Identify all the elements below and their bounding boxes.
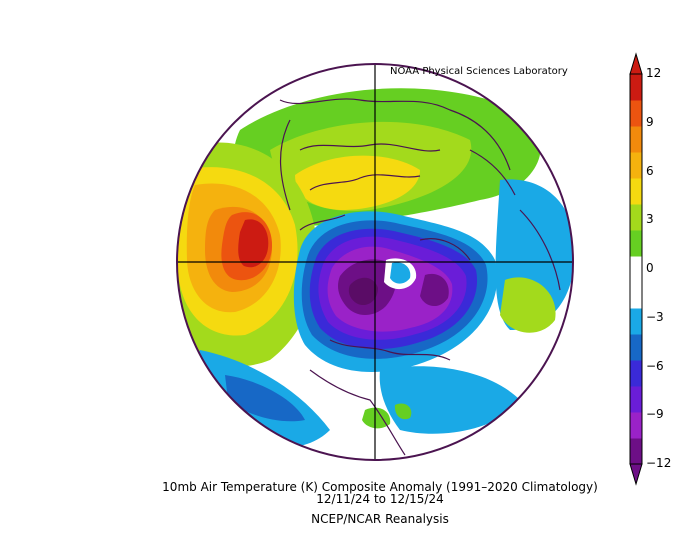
- colorbar-label: −12: [646, 456, 672, 470]
- colorbar-segment: [630, 152, 642, 179]
- colorbar-label: −3: [646, 309, 664, 324]
- colorbar-segment: [630, 334, 642, 361]
- colorbar-segment: [630, 360, 642, 387]
- colorbar-segment: [630, 230, 642, 257]
- colorbar-label: 12: [646, 66, 662, 80]
- colorbar-segment: [630, 74, 642, 101]
- colorbar-label: −9: [646, 407, 664, 422]
- map-title: 10mb Air Temperature (K) Composite Anoma…: [162, 480, 598, 494]
- colorbar-segment: [630, 438, 642, 465]
- source-text: NCEP/NCAR Reanalysis: [311, 512, 449, 526]
- colorbar-segment: [630, 256, 642, 283]
- colorbar-segment: [630, 126, 642, 153]
- colorbar-top-arrow: [629, 52, 643, 75]
- colorbar-segment: [630, 178, 642, 205]
- coastlines: [279, 98, 561, 456]
- colorbar-segment: [630, 100, 642, 127]
- colorbar-segment: [630, 412, 642, 439]
- colorbar-segment: [630, 204, 642, 231]
- globe-outline: [176, 63, 574, 461]
- anomaly-field: [177, 64, 573, 460]
- colorbar-segment: [630, 308, 642, 335]
- colorbar-segment: [630, 282, 642, 309]
- colorbar-label: 0: [646, 261, 654, 275]
- colorbar-label: 9: [646, 114, 654, 129]
- colorbar-segment: [630, 386, 642, 413]
- credit-text: NOAA Physical Sciences Laboratory: [390, 66, 568, 77]
- date-range: 12/11/24 to 12/15/24: [316, 492, 444, 506]
- colorbar-label: 3: [646, 212, 654, 227]
- colorbar-label: −6: [646, 358, 664, 373]
- colorbar: [629, 52, 643, 486]
- colorbar-label: 6: [646, 163, 654, 178]
- colorbar-bottom-arrow: [629, 463, 643, 486]
